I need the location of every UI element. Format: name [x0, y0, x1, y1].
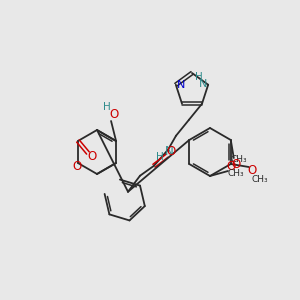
Text: CH₃: CH₃	[251, 175, 268, 184]
Text: CH₃: CH₃	[231, 154, 247, 164]
Text: N: N	[199, 79, 207, 89]
Text: O: O	[231, 158, 240, 172]
Text: O: O	[87, 149, 97, 163]
Text: H: H	[103, 102, 111, 112]
Text: N: N	[177, 80, 185, 90]
Text: O: O	[72, 160, 82, 173]
Text: H: H	[195, 72, 203, 82]
Text: O: O	[110, 107, 119, 121]
Text: O: O	[226, 160, 236, 172]
Text: H: H	[156, 152, 164, 162]
Text: O: O	[247, 164, 256, 178]
Text: N: N	[165, 145, 173, 158]
Text: O: O	[167, 145, 176, 158]
Text: CH₃: CH₃	[227, 169, 244, 178]
